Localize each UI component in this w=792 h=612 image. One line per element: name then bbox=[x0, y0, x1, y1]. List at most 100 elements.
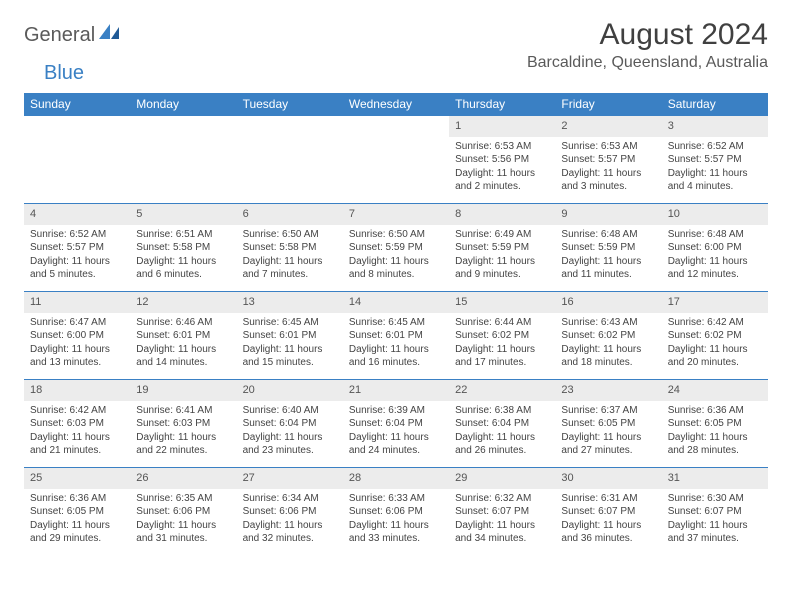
calendar-day-cell: 15Sunrise: 6:44 AMSunset: 6:02 PMDayligh… bbox=[449, 292, 555, 380]
sunrise-text: Sunrise: 6:45 AM bbox=[349, 316, 443, 330]
daylight2-text: and 9 minutes. bbox=[455, 268, 549, 282]
sunrise-text: Sunrise: 6:37 AM bbox=[561, 404, 655, 418]
day-number: 5 bbox=[130, 204, 236, 225]
calendar-day-cell: 7Sunrise: 6:50 AMSunset: 5:59 PMDaylight… bbox=[343, 204, 449, 292]
daylight1-text: Daylight: 11 hours bbox=[136, 431, 230, 445]
daylight1-text: Daylight: 11 hours bbox=[349, 343, 443, 357]
calendar-week-row: 4 Sunrise: 6:52 AMSunset: 5:57 PM Daylight… bbox=[24, 204, 768, 292]
sunset-text: Sunset: 6:03 PM bbox=[30, 417, 124, 431]
day-number: 24 bbox=[662, 380, 768, 401]
sunset-text: Sunset: 5:57 PM bbox=[30, 241, 124, 255]
daylight1-text: Daylight: 11 hours bbox=[561, 255, 655, 269]
day-number: 28 bbox=[343, 468, 449, 489]
daylight2-text: and 31 minutes. bbox=[136, 532, 230, 546]
sunset-text: Sunset: 6:04 PM bbox=[455, 417, 549, 431]
sunrise-text: Sunrise: 6:51 AM bbox=[136, 228, 230, 242]
sunrise-text: Sunrise: 6:47 AM bbox=[30, 316, 124, 330]
sunrise-text: Sunrise: 6:52 AM bbox=[30, 228, 124, 242]
daylight2-text: and 33 minutes. bbox=[349, 532, 443, 546]
sunset-text: Sunset: 6:02 PM bbox=[455, 329, 549, 343]
daylight1-text: Daylight: 11 hours bbox=[455, 519, 549, 533]
day-number-empty bbox=[24, 116, 130, 137]
calendar-day-cell: 6Sunrise: 6:50 AMSunset: 5:58 PMDaylight… bbox=[237, 204, 343, 292]
daylight1-text: Daylight: 11 hours bbox=[136, 255, 230, 269]
day-number: 11 bbox=[24, 292, 130, 313]
calendar-day-cell: 18Sunrise: 6:42 AMSunset: 6:03 PMDayligh… bbox=[24, 380, 130, 468]
day-number-empty bbox=[130, 116, 236, 137]
brand-part1: General bbox=[24, 24, 95, 47]
sunset-text: Sunset: 6:07 PM bbox=[455, 505, 549, 519]
day-number: 4 bbox=[24, 204, 130, 225]
sunset-text: Sunset: 5:59 PM bbox=[349, 241, 443, 255]
sunset-text: Sunset: 6:02 PM bbox=[668, 329, 762, 343]
sunrise-text: Sunrise: 6:33 AM bbox=[349, 492, 443, 506]
sunrise-text: Sunrise: 6:39 AM bbox=[349, 404, 443, 418]
daylight2-text: and 14 minutes. bbox=[136, 356, 230, 370]
sunset-text: Sunset: 6:00 PM bbox=[668, 241, 762, 255]
calendar-day-cell: 2Sunrise: 6:53 AMSunset: 5:57 PMDaylight… bbox=[555, 116, 661, 204]
sunrise-text: Sunrise: 6:40 AM bbox=[243, 404, 337, 418]
sunset-text: Sunset: 5:59 PM bbox=[561, 241, 655, 255]
weekday-header: Thursday bbox=[449, 93, 555, 116]
day-number: 10 bbox=[662, 204, 768, 225]
sunrise-text: Sunrise: 6:42 AM bbox=[30, 404, 124, 418]
day-number: 12 bbox=[130, 292, 236, 313]
brand-logo: General bbox=[24, 24, 123, 47]
daylight1-text: Daylight: 11 hours bbox=[349, 431, 443, 445]
daylight2-text: and 4 minutes. bbox=[668, 180, 762, 194]
sunrise-text: Sunrise: 6:42 AM bbox=[668, 316, 762, 330]
sunrise-text: Sunrise: 6:48 AM bbox=[668, 228, 762, 242]
calendar-day-cell bbox=[24, 116, 130, 204]
sunset-text: Sunset: 6:05 PM bbox=[30, 505, 124, 519]
sunset-text: Sunset: 5:59 PM bbox=[455, 241, 549, 255]
sunset-text: Sunset: 5:57 PM bbox=[668, 153, 762, 167]
day-number: 16 bbox=[555, 292, 661, 313]
sunrise-text: Sunrise: 6:44 AM bbox=[455, 316, 549, 330]
day-number: 21 bbox=[343, 380, 449, 401]
day-number-empty bbox=[237, 116, 343, 137]
daylight2-text: and 28 minutes. bbox=[668, 444, 762, 458]
calendar-day-cell: 13Sunrise: 6:45 AMSunset: 6:01 PMDayligh… bbox=[237, 292, 343, 380]
day-number: 14 bbox=[343, 292, 449, 313]
calendar-day-cell: 9Sunrise: 6:48 AMSunset: 5:59 PMDaylight… bbox=[555, 204, 661, 292]
daylight2-text: and 29 minutes. bbox=[30, 532, 124, 546]
day-number: 7 bbox=[343, 204, 449, 225]
calendar-day-cell: 31Sunrise: 6:30 AMSunset: 6:07 PMDayligh… bbox=[662, 468, 768, 556]
sunrise-text: Sunrise: 6:50 AM bbox=[243, 228, 337, 242]
calendar-day-cell bbox=[130, 116, 236, 204]
month-title: August 2024 bbox=[527, 18, 768, 52]
calendar-day-cell: 30Sunrise: 6:31 AMSunset: 6:07 PMDayligh… bbox=[555, 468, 661, 556]
calendar-page: General August 2024 Barcaldine, Queensla… bbox=[0, 0, 792, 566]
calendar-week-row: 11Sunrise: 6:47 AMSunset: 6:00 PMDayligh… bbox=[24, 292, 768, 380]
daylight2-text: and 23 minutes. bbox=[243, 444, 337, 458]
calendar-day-cell: 23Sunrise: 6:37 AMSunset: 6:05 PMDayligh… bbox=[555, 380, 661, 468]
calendar-day-cell: 17Sunrise: 6:42 AMSunset: 6:02 PMDayligh… bbox=[662, 292, 768, 380]
sunset-text: Sunset: 5:56 PM bbox=[455, 153, 549, 167]
day-number: 18 bbox=[24, 380, 130, 401]
day-number: 27 bbox=[237, 468, 343, 489]
daylight2-text: and 32 minutes. bbox=[243, 532, 337, 546]
sunrise-text: Sunrise: 6:53 AM bbox=[561, 140, 655, 154]
weekday-header: Tuesday bbox=[237, 93, 343, 116]
daylight2-text: and 8 minutes. bbox=[349, 268, 443, 282]
daylight1-text: Daylight: 11 hours bbox=[455, 343, 549, 357]
calendar-day-cell: 11Sunrise: 6:47 AMSunset: 6:00 PMDayligh… bbox=[24, 292, 130, 380]
sunrise-text: Sunrise: 6:36 AM bbox=[30, 492, 124, 506]
day-number: 6 bbox=[237, 204, 343, 225]
calendar-table: SundayMondayTuesdayWednesdayThursdayFrid… bbox=[24, 93, 768, 556]
day-number: 26 bbox=[130, 468, 236, 489]
calendar-day-cell: 21Sunrise: 6:39 AMSunset: 6:04 PMDayligh… bbox=[343, 380, 449, 468]
calendar-day-cell: 26Sunrise: 6:35 AMSunset: 6:06 PMDayligh… bbox=[130, 468, 236, 556]
daylight1-text: Daylight: 11 hours bbox=[561, 431, 655, 445]
calendar-day-cell: 4Sunrise: 6:52 AMSunset: 5:57 PMDaylight… bbox=[24, 204, 130, 292]
sunset-text: Sunset: 5:57 PM bbox=[561, 153, 655, 167]
calendar-week-row: 18 Sunrise: 6:42 AMSunset: 6:03 PM Dayligh… bbox=[24, 380, 768, 468]
sunrise-text: Sunrise: 6:31 AM bbox=[561, 492, 655, 506]
calendar-week-row: 1Sunrise: 6:53 AMSunset: 5:56 PMDaylight… bbox=[24, 116, 768, 204]
calendar-day-cell: 28Sunrise: 6:33 AMSunset: 6:06 PMDayligh… bbox=[343, 468, 449, 556]
brand-part2: Blue bbox=[44, 62, 84, 84]
sunrise-text: Sunrise: 6:34 AM bbox=[243, 492, 337, 506]
daylight1-text: Daylight: 11 hours bbox=[136, 343, 230, 357]
day-number: 30 bbox=[555, 468, 661, 489]
daylight1-text: Daylight: 11 hours bbox=[561, 167, 655, 181]
